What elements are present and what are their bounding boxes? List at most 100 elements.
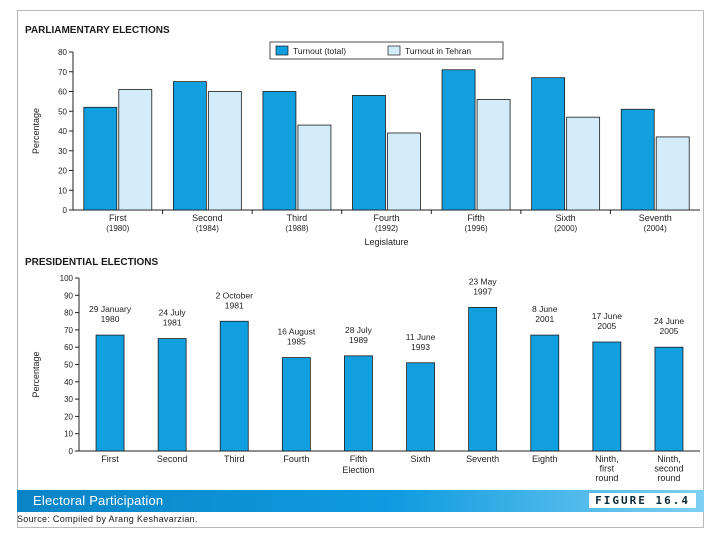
- bar-annotation-date: 29 January: [89, 304, 132, 314]
- bar-turnout: [654, 346, 684, 452]
- y-tick-label: 10: [58, 186, 67, 195]
- bar-turnout-total: [620, 108, 655, 211]
- y-tick-label: 40: [64, 378, 73, 387]
- x-category-year: (1992): [375, 224, 398, 233]
- y-tick-label: 90: [64, 291, 73, 300]
- y-tick-label: 50: [64, 361, 73, 370]
- bar-turnout: [95, 334, 125, 452]
- x-category-label: Fifth: [467, 213, 485, 223]
- bar-turnout-total: [83, 106, 118, 211]
- y-tick-label: 70: [58, 68, 67, 77]
- figure-caption: Electoral Participation: [33, 493, 164, 508]
- bar-turnout-tehran: [655, 136, 690, 211]
- bar-turnout: [592, 341, 622, 452]
- x-category-year: (1988): [285, 224, 308, 233]
- bar-annotation-year: 1989: [349, 335, 368, 345]
- bar-annotation-date: 17 June: [592, 311, 623, 321]
- x-category-year: (1996): [465, 224, 488, 233]
- y-tick-label: 80: [58, 48, 67, 57]
- y-tick-label: 10: [64, 430, 73, 439]
- x-category-label: Eighth: [532, 454, 558, 464]
- x-category-label: Fourth: [373, 213, 399, 223]
- x-category-label: Second: [157, 454, 188, 464]
- bar-annotation-date: 11 June: [406, 332, 436, 342]
- bar-annotation-year: 1981: [163, 318, 182, 328]
- legend-swatch: [387, 45, 401, 56]
- bar-turnout: [406, 362, 435, 452]
- x-category-label: round: [657, 473, 680, 483]
- bar-turnout: [530, 334, 560, 452]
- x-category-label: Ninth,: [595, 454, 619, 464]
- figure-caption-bar: Electoral Participation FIGURE 16.4: [17, 490, 704, 512]
- bar-annotation-year: 2001: [535, 314, 554, 324]
- bar-turnout-total: [441, 69, 476, 211]
- x-category-label: Third: [224, 454, 245, 464]
- x-category-label: Seventh: [639, 213, 672, 223]
- bar-annotation-date: 16 August: [277, 327, 315, 337]
- bar-annotation-year: 1981: [225, 300, 244, 310]
- x-axis-label: Election: [342, 465, 374, 475]
- bar-annotation-year: 1980: [101, 314, 120, 324]
- figure-number-label: FIGURE 16.4: [589, 493, 696, 508]
- y-axis-label: Percentage: [31, 108, 41, 154]
- x-category-label: Ninth,: [657, 454, 681, 464]
- bar-annotation-date: 24 June: [654, 316, 685, 326]
- legend-label: Turnout in Tehran: [405, 46, 471, 56]
- bar-turnout: [281, 357, 311, 452]
- x-category-label: First: [101, 454, 119, 464]
- legend-label: Turnout (total): [293, 46, 346, 56]
- y-tick-label: 20: [58, 167, 67, 176]
- y-tick-label: 80: [64, 309, 73, 318]
- source-note: Source: Compiled by Arang Keshavarzian.: [17, 514, 198, 524]
- y-tick-label: 0: [63, 206, 68, 215]
- bar-annotation-year: 2005: [659, 326, 678, 336]
- legend-box: [269, 41, 504, 60]
- y-tick-label: 30: [64, 395, 73, 404]
- x-category-label: Sixth: [556, 213, 576, 223]
- bar-annotation-year: 2005: [597, 321, 616, 331]
- y-axis-label: Percentage: [31, 351, 41, 397]
- bar-turnout: [219, 320, 249, 452]
- bar-annotation-date: 28 July: [345, 325, 373, 335]
- x-category-label: round: [595, 473, 618, 483]
- bar-turnout: [157, 338, 187, 452]
- y-tick-label: 60: [64, 343, 73, 352]
- y-tick-label: 100: [60, 274, 74, 283]
- bar-annotation-date: 24 July: [159, 308, 187, 318]
- bar-turnout-total: [262, 91, 297, 211]
- bar-turnout-tehran: [566, 116, 601, 211]
- bar-annotation-date: 23 May: [469, 276, 498, 286]
- y-tick-label: 20: [64, 412, 73, 421]
- y-tick-label: 60: [58, 88, 67, 97]
- bar-turnout: [468, 307, 498, 452]
- bar-annotation-year: 1993: [411, 342, 430, 352]
- x-axis-label: Legislature: [364, 237, 408, 247]
- figure-border: [17, 10, 704, 528]
- bar-turnout-tehran: [118, 89, 153, 211]
- x-category-label: second: [654, 464, 683, 474]
- bar-turnout-total: [172, 81, 207, 211]
- y-tick-label: 70: [64, 326, 73, 335]
- x-category-label: Sixth: [411, 454, 431, 464]
- x-category-label: Fourth: [283, 454, 309, 464]
- bar-turnout-tehran: [387, 132, 421, 211]
- x-category-year: (2004): [644, 224, 667, 233]
- x-category-year: (1980): [106, 224, 129, 233]
- x-category-label: Third: [287, 213, 308, 223]
- y-tick-label: 50: [58, 107, 67, 116]
- bar-turnout-total: [531, 77, 566, 211]
- bar-turnout: [344, 355, 373, 452]
- bar-annotation-year: 1997: [473, 286, 492, 296]
- x-category-year: (2000): [554, 224, 577, 233]
- bar-turnout-tehran: [297, 124, 332, 211]
- y-tick-label: 30: [58, 147, 67, 156]
- x-category-label: First: [109, 213, 127, 223]
- chart-title: PRESIDENTIAL ELECTIONS: [25, 257, 158, 268]
- bar-annotation-date: 2 October: [216, 290, 253, 300]
- x-category-label: Seventh: [466, 454, 499, 464]
- x-category-year: (1984): [196, 224, 219, 233]
- bar-turnout-tehran: [207, 91, 242, 211]
- bar-annotation-date: 8 June: [532, 304, 558, 314]
